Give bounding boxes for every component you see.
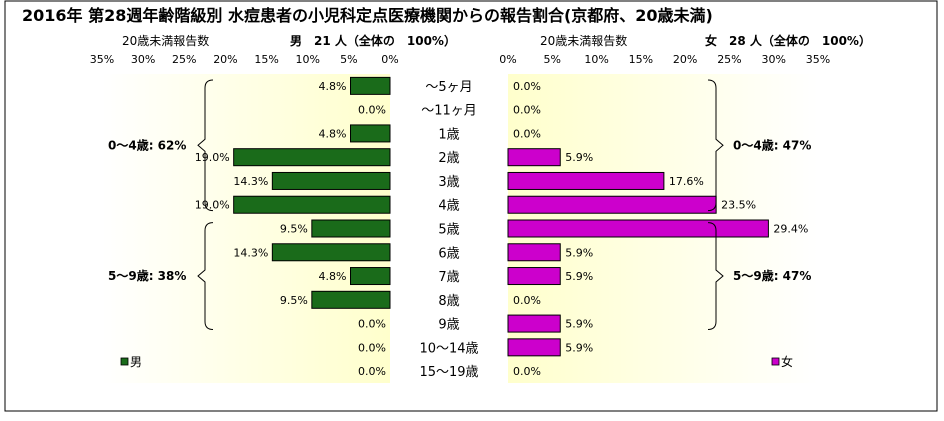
right-age-bracket	[707, 79, 724, 212]
left-bracket-label: 0～4歳: 62%	[108, 137, 186, 152]
left-tick-label: 5%	[340, 53, 357, 66]
male-legend-swatch	[120, 357, 129, 366]
male-value-label: 0.0%	[358, 365, 386, 378]
right-bracket-label: 0～4歳: 47%	[733, 137, 811, 152]
male-value-label: 0.0%	[358, 104, 386, 117]
male-bar	[311, 290, 391, 309]
left-tick-label: 0%	[381, 53, 398, 66]
female-bar	[507, 219, 769, 238]
female-value-label: 0.0%	[513, 127, 541, 140]
male-legend-label: 男	[130, 355, 142, 369]
category-label: 7歳	[438, 270, 459, 285]
right-bracket-label: 5～9歳: 47%	[733, 268, 811, 283]
female-bar	[507, 243, 561, 262]
male-value-label: 4.8%	[319, 270, 347, 283]
male-bar	[271, 171, 391, 190]
chart-title: 2016年 第28週年齢階級別 水痘患者の小児科定点医療機関からの報告割合(京都…	[22, 6, 713, 25]
female-value-label: 5.9%	[565, 270, 593, 283]
male-value-label: 4.8%	[319, 127, 347, 140]
left-tick-label: 30%	[131, 53, 155, 66]
female-legend-label: 女	[781, 354, 793, 369]
left-age-bracket	[197, 79, 214, 212]
right-tick-label: 35%	[806, 53, 830, 66]
left-tick-label: 35%	[90, 53, 114, 66]
female-value-label: 5.9%	[565, 318, 593, 331]
category-label: 5歳	[438, 223, 459, 238]
category-label: 2歳	[438, 151, 459, 166]
right-tick-label: 10%	[584, 53, 608, 66]
male-bar	[233, 148, 391, 167]
female-value-label: 29.4%	[773, 223, 808, 236]
male-value-label: 14.3%	[233, 246, 268, 259]
right-tick-label: 0%	[499, 53, 516, 66]
male-value-label: 19.0%	[195, 199, 230, 212]
right-tick-label: 20%	[673, 53, 697, 66]
male-value-label: 9.5%	[280, 223, 308, 236]
left-tick-label: 15%	[254, 53, 278, 66]
female-bar	[507, 267, 561, 286]
left-tick-label: 25%	[172, 53, 196, 66]
male-bar	[350, 124, 391, 143]
male-bar	[233, 195, 391, 214]
male-value-label: 4.8%	[319, 80, 347, 93]
category-label: ～11ヶ月	[421, 104, 477, 119]
male-value-label: 0.0%	[358, 341, 386, 354]
female-bar	[507, 338, 561, 357]
female-bar	[507, 171, 665, 190]
right-tick-label: 25%	[717, 53, 741, 66]
category-label: 10～14歳	[419, 341, 478, 356]
female-value-label: 0.0%	[513, 104, 541, 117]
category-label: 3歳	[438, 175, 459, 190]
right-tick-label: 30%	[761, 53, 785, 66]
left-age-bracket	[197, 222, 214, 330]
category-label: 4歳	[438, 199, 459, 214]
female-value-label: 5.9%	[565, 341, 593, 354]
female-legend-swatch	[771, 357, 780, 366]
left-axis-label: 20歳未満報告数	[122, 33, 209, 48]
category-label: 8歳	[438, 294, 459, 309]
female-value-label: 0.0%	[513, 294, 541, 307]
male-value-label: 19.0%	[195, 151, 230, 164]
female-bar	[507, 148, 561, 167]
category-label: 6歳	[438, 246, 459, 261]
female-bar	[507, 314, 561, 333]
male-bar	[311, 219, 391, 238]
left-bracket-label: 5～9歳: 38%	[108, 268, 186, 283]
female-value-label: 23.5%	[721, 199, 756, 212]
left-tick-label: 10%	[295, 53, 319, 66]
left-tick-label: 20%	[213, 53, 237, 66]
female-bar	[507, 195, 717, 214]
male-bar	[271, 243, 391, 262]
category-label: 15～19歳	[419, 365, 478, 380]
female-value-label: 0.0%	[513, 80, 541, 93]
right-age-bracket	[707, 222, 724, 330]
female-value-label: 5.9%	[565, 246, 593, 259]
male-value-label: 0.0%	[358, 318, 386, 331]
right-tick-label: 5%	[544, 53, 561, 66]
male-bar	[350, 76, 391, 95]
category-label: ～5ヶ月	[425, 80, 472, 95]
female-value-label: 17.6%	[669, 175, 704, 188]
male-value-label: 14.3%	[233, 175, 268, 188]
female-header: 女 28 人（全体の 100%）	[705, 33, 871, 48]
male-bar	[350, 267, 391, 286]
category-label: 9歳	[438, 318, 459, 333]
male-header: 男 21 人（全体の 100%）	[290, 33, 456, 48]
category-label: 1歳	[438, 127, 459, 142]
right-tick-label: 15%	[629, 53, 653, 66]
right-axis-label: 20歳未満報告数	[540, 33, 627, 48]
male-value-label: 9.5%	[280, 294, 308, 307]
female-value-label: 5.9%	[565, 151, 593, 164]
female-value-label: 0.0%	[513, 365, 541, 378]
